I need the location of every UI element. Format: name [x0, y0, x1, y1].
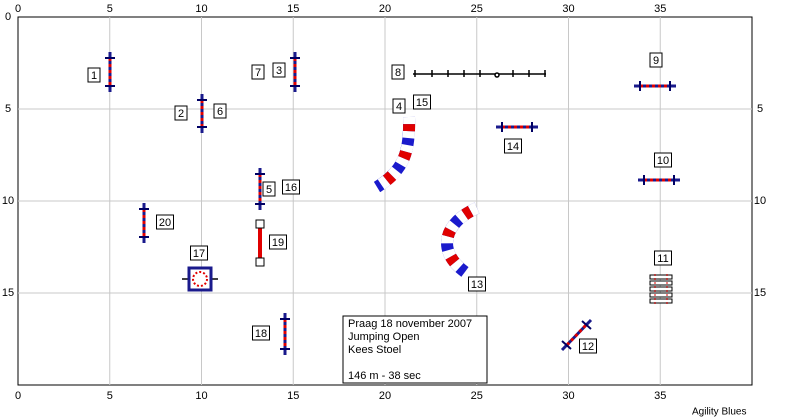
number-box [272, 62, 286, 78]
obstacle-number: 13 [471, 279, 483, 291]
x-tick-label: 20 [379, 3, 391, 15]
weave-poles [649, 274, 673, 304]
obstacle-number: 11 [657, 253, 668, 265]
jump [255, 168, 265, 210]
info-line: Praag 18 november 2007 [348, 318, 472, 330]
obstacle-number: 2 [178, 108, 184, 120]
obstacle-number: 10 [657, 155, 669, 167]
long-jump [255, 219, 265, 267]
number-box [213, 103, 227, 119]
obstacle-number: 1 [91, 70, 97, 82]
x-tick-label: 5 [107, 3, 113, 15]
x-tick-label: 30 [562, 390, 574, 402]
x-tick-label: 30 [562, 3, 574, 15]
jump [634, 81, 676, 91]
jump [197, 94, 207, 133]
obstacle-number: 8 [395, 67, 401, 79]
number-box [282, 179, 300, 195]
tunnel [441, 202, 480, 277]
number-box [262, 181, 276, 197]
number-box [190, 245, 208, 261]
x-tick-label: 25 [471, 3, 483, 15]
grid [18, 17, 752, 385]
number-box [504, 138, 522, 154]
number-box [468, 276, 486, 292]
x-tick-label: 25 [471, 390, 483, 402]
info-line: 146 m - 38 sec [348, 370, 421, 382]
number-box [649, 52, 663, 68]
number-box [654, 152, 672, 168]
x-tick-label: 0 [15, 390, 21, 402]
tire [182, 266, 218, 292]
obstacles [105, 52, 680, 355]
tunnel [373, 116, 416, 193]
y-tick-label: 0 [5, 11, 11, 23]
x-tick-label: 35 [654, 3, 666, 15]
number-box [252, 325, 270, 341]
jump [105, 52, 115, 92]
number-box [251, 64, 265, 80]
jump [638, 175, 680, 185]
number-box [87, 67, 101, 83]
jump [496, 122, 538, 132]
x-tick-label: 15 [287, 3, 299, 15]
x-tick-label: 35 [654, 390, 666, 402]
footer-credit: Agility Blues [692, 407, 746, 418]
obstacle-number: 19 [272, 237, 284, 249]
y-tick-label: 5 [757, 103, 763, 115]
info-line: Jumping Open [348, 331, 420, 343]
obstacle-number: 5 [266, 184, 272, 196]
x-tick-label: 15 [287, 390, 299, 402]
obstacle-number: 3 [276, 65, 282, 77]
jump [290, 52, 300, 92]
y-tick-label: 10 [2, 195, 14, 207]
obstacle-number: 7 [255, 67, 261, 79]
obstacle-number: 16 [285, 182, 297, 194]
obstacle-number: 12 [582, 341, 594, 353]
jump [139, 203, 149, 243]
number-box [413, 94, 431, 110]
x-tick-label: 10 [195, 390, 207, 402]
obstacle-number: 15 [416, 97, 428, 109]
info-line: Kees Stoel [348, 344, 401, 356]
y-tick-label: 10 [754, 195, 766, 207]
obstacle-number: 4 [396, 101, 402, 113]
jump [560, 318, 593, 352]
obstacle-number: 6 [217, 106, 223, 118]
info-box [342, 315, 488, 384]
number-box [174, 105, 188, 121]
x-tick-label: 0 [15, 3, 21, 15]
jump [280, 313, 290, 355]
y-tick-label: 15 [2, 287, 14, 299]
obstacle-number: 20 [159, 217, 171, 229]
number-box [269, 234, 287, 250]
x-tick-label: 20 [379, 390, 391, 402]
number-box [391, 64, 405, 80]
dog-walk [413, 70, 546, 78]
number-box [156, 214, 174, 230]
number-box [392, 98, 406, 114]
number-box [579, 338, 597, 354]
x-tick-label: 10 [195, 3, 207, 15]
obstacle-number: 14 [507, 141, 519, 153]
y-tick-label: 5 [5, 103, 11, 115]
x-tick-label: 5 [107, 390, 113, 402]
obstacle-number: 9 [653, 55, 659, 67]
number-box [654, 250, 672, 266]
obstacle-number: 18 [255, 328, 267, 340]
obstacle-number: 17 [193, 248, 205, 260]
y-tick-label: 15 [754, 287, 766, 299]
